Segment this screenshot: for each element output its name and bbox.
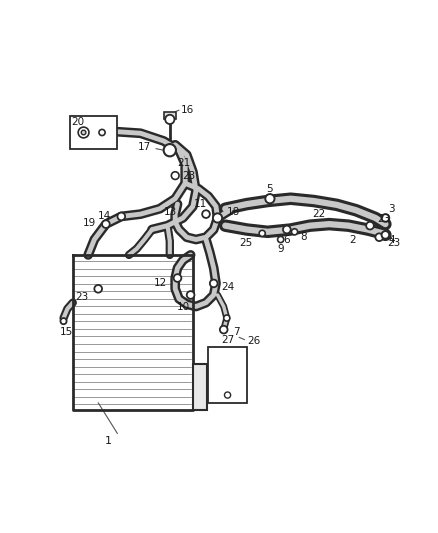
Circle shape <box>81 130 86 135</box>
Text: 25: 25 <box>240 238 253 248</box>
Text: 9: 9 <box>277 244 284 254</box>
Text: 14: 14 <box>98 212 111 221</box>
Circle shape <box>291 229 298 235</box>
Text: 5: 5 <box>267 184 273 193</box>
Text: 3: 3 <box>389 204 395 214</box>
Text: 18: 18 <box>227 207 240 217</box>
Text: 23: 23 <box>182 171 195 181</box>
Circle shape <box>165 115 174 124</box>
Bar <box>193 364 207 410</box>
Text: 16: 16 <box>180 105 194 115</box>
Text: 8: 8 <box>300 232 307 242</box>
Text: 4: 4 <box>389 235 395 245</box>
Circle shape <box>259 230 265 237</box>
Text: 27: 27 <box>221 335 234 345</box>
Text: 20: 20 <box>71 117 84 127</box>
Circle shape <box>278 237 284 243</box>
Circle shape <box>220 326 228 334</box>
Circle shape <box>99 130 105 135</box>
Text: 10: 10 <box>177 302 190 311</box>
Text: 21: 21 <box>177 158 191 167</box>
Circle shape <box>164 144 176 156</box>
Circle shape <box>213 213 222 223</box>
Text: 11: 11 <box>194 199 207 209</box>
Bar <box>70 116 117 149</box>
Circle shape <box>187 291 194 299</box>
Text: 2: 2 <box>349 235 356 245</box>
Text: 17: 17 <box>138 142 151 152</box>
Circle shape <box>60 318 67 324</box>
Circle shape <box>375 233 383 241</box>
Text: 7: 7 <box>233 327 240 337</box>
Text: 15: 15 <box>60 327 73 337</box>
Text: 23: 23 <box>75 292 88 302</box>
Circle shape <box>224 392 231 398</box>
Text: 26: 26 <box>247 336 260 346</box>
Text: 23: 23 <box>378 214 391 224</box>
Bar <box>208 348 247 403</box>
Text: 12: 12 <box>154 278 167 288</box>
Circle shape <box>102 220 110 228</box>
Bar <box>164 112 176 119</box>
Circle shape <box>283 225 291 233</box>
Circle shape <box>94 285 102 293</box>
Circle shape <box>202 210 210 218</box>
Text: 6: 6 <box>283 235 290 245</box>
Circle shape <box>381 214 389 222</box>
Circle shape <box>224 315 230 321</box>
Text: 13: 13 <box>164 207 177 217</box>
Circle shape <box>210 280 218 287</box>
Circle shape <box>381 231 389 239</box>
Text: 22: 22 <box>313 209 326 219</box>
Circle shape <box>78 127 89 138</box>
Text: 24: 24 <box>221 282 235 292</box>
Text: 19: 19 <box>83 219 96 228</box>
Text: 1: 1 <box>105 436 112 446</box>
Circle shape <box>265 194 275 203</box>
Circle shape <box>171 172 179 180</box>
Text: 23: 23 <box>387 238 400 248</box>
Circle shape <box>117 213 125 220</box>
Circle shape <box>366 222 374 230</box>
Circle shape <box>173 274 181 282</box>
